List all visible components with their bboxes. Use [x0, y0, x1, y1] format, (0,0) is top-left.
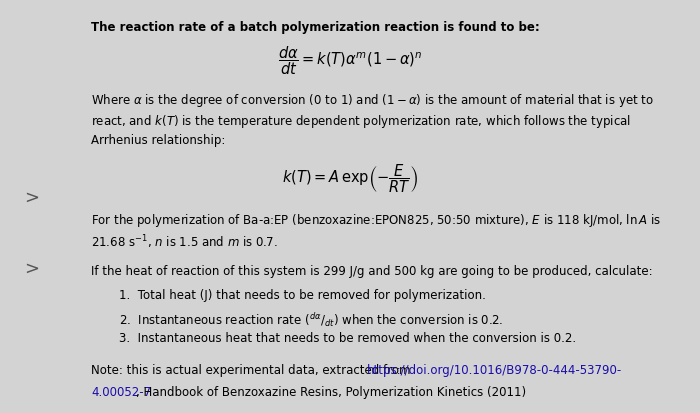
Text: 21.68 s$^{-1}$, $n$ is 1.5 and $m$ is 0.7.: 21.68 s$^{-1}$, $n$ is 1.5 and $m$ is 0.…	[91, 233, 278, 251]
Text: Arrhenius relationship:: Arrhenius relationship:	[91, 135, 225, 147]
Text: 3.  Instantaneous heat that needs to be removed when the conversion is 0.2.: 3. Instantaneous heat that needs to be r…	[119, 332, 576, 345]
Text: react, and $k(T)$ is the temperature dependent polymerization rate, which follow: react, and $k(T)$ is the temperature dep…	[91, 113, 631, 130]
Text: Where $\alpha$ is the degree of conversion (0 to 1) and $(1 - \alpha)$ is the am: Where $\alpha$ is the degree of conversi…	[91, 92, 654, 109]
Text: $\dfrac{d\alpha}{dt} = k(T)\alpha^m(1 - \alpha)^n$: $\dfrac{d\alpha}{dt} = k(T)\alpha^m(1 - …	[278, 44, 422, 77]
Text: For the polymerization of Ba-a:EP (benzoxazine:EPON825, 50:50 mixture), $E$ is 1: For the polymerization of Ba-a:EP (benzo…	[91, 212, 661, 229]
Text: , Handbook of Benzoxazine Resins, Polymerization Kinetics (2011): , Handbook of Benzoxazine Resins, Polyme…	[136, 386, 526, 399]
Text: If the heat of reaction of this system is 299 J/g and 500 kg are going to be pro: If the heat of reaction of this system i…	[91, 266, 652, 278]
Text: 1.  Total heat (J) that needs to be removed for polymerization.: 1. Total heat (J) that needs to be remov…	[119, 289, 486, 302]
Text: The reaction rate of a batch polymerization reaction is found to be:: The reaction rate of a batch polymerizat…	[91, 21, 540, 33]
Text: >: >	[24, 259, 39, 278]
Text: >: >	[24, 189, 39, 207]
Text: Note: this is actual experimental data, extracted from: Note: this is actual experimental data, …	[91, 364, 414, 377]
Text: 2.  Instantaneous reaction rate $(^{d\alpha}/_{dt})$ when the conversion is 0.2.: 2. Instantaneous reaction rate $(^{d\alp…	[119, 311, 503, 329]
Text: $k(T) = A\,\exp\!\left(-\dfrac{E}{RT}\right)$: $k(T) = A\,\exp\!\left(-\dfrac{E}{RT}\ri…	[281, 162, 419, 195]
Text: 4.00052-7: 4.00052-7	[91, 386, 151, 399]
Text: https://doi.org/10.1016/B978-0-444-53790-: https://doi.org/10.1016/B978-0-444-53790…	[367, 364, 622, 377]
